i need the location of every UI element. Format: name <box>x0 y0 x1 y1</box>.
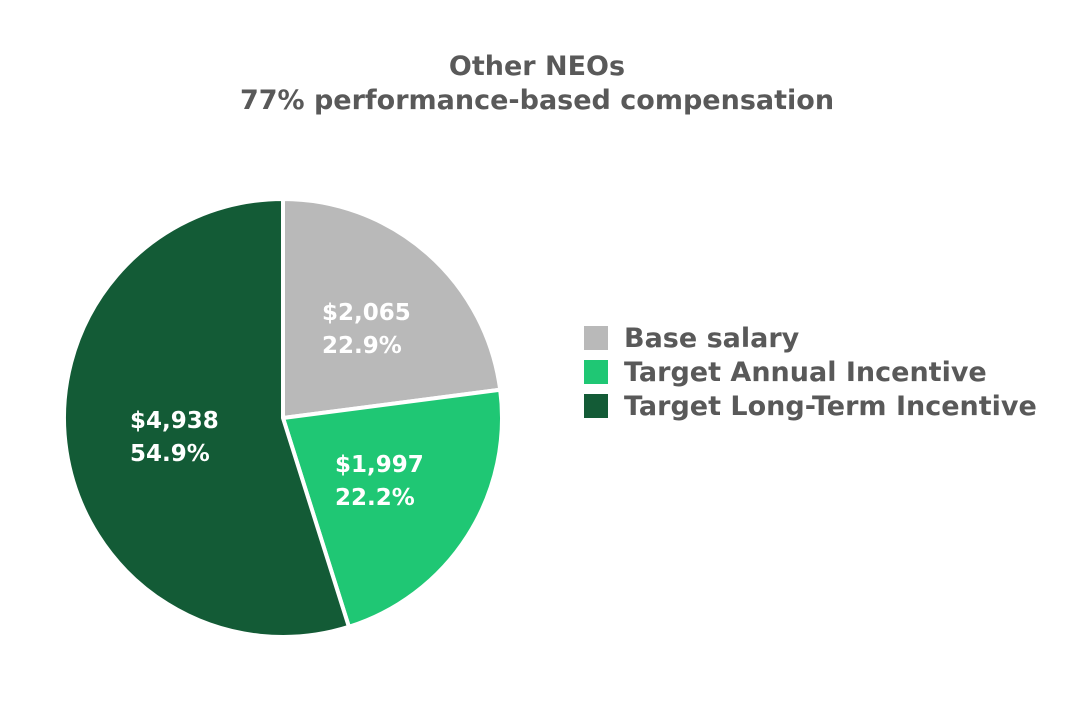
legend-swatch <box>584 326 608 350</box>
chart-legend: Base salary Target Annual Incentive Targ… <box>584 321 1037 423</box>
legend-item-target-annual-incentive: Target Annual Incentive <box>584 355 1037 389</box>
legend-item-target-long-term-incentive: Target Long-Term Incentive <box>584 389 1037 423</box>
legend-item-base-salary: Base salary <box>584 321 1037 355</box>
chart-subtitle: 77% performance-based compensation <box>239 85 835 116</box>
slice-value-label: $4,938 <box>130 408 219 434</box>
slice-value-label: $2,065 <box>322 300 411 326</box>
pie-slice-target-long-term-incentive <box>62 197 351 639</box>
legend-label: Target Long-Term Incentive <box>624 390 1037 422</box>
pie-slice-base-salary <box>281 197 503 420</box>
legend-swatch <box>584 360 608 384</box>
slice-percent-label: 22.2% <box>335 485 415 511</box>
slice-percent-label: 22.9% <box>322 333 402 359</box>
chart-title: Other NEOs <box>448 51 626 82</box>
slice-value-label: $1,997 <box>335 452 424 478</box>
legend-swatch <box>584 394 608 418</box>
legend-label: Base salary <box>624 322 800 354</box>
legend-label: Target Annual Incentive <box>624 356 987 388</box>
pie-slice-target-annual-incentive <box>281 387 504 629</box>
slice-percent-label: 54.9% <box>130 441 210 467</box>
chart-title-block: Other NEOs 77% performance-based compens… <box>0 50 1074 118</box>
